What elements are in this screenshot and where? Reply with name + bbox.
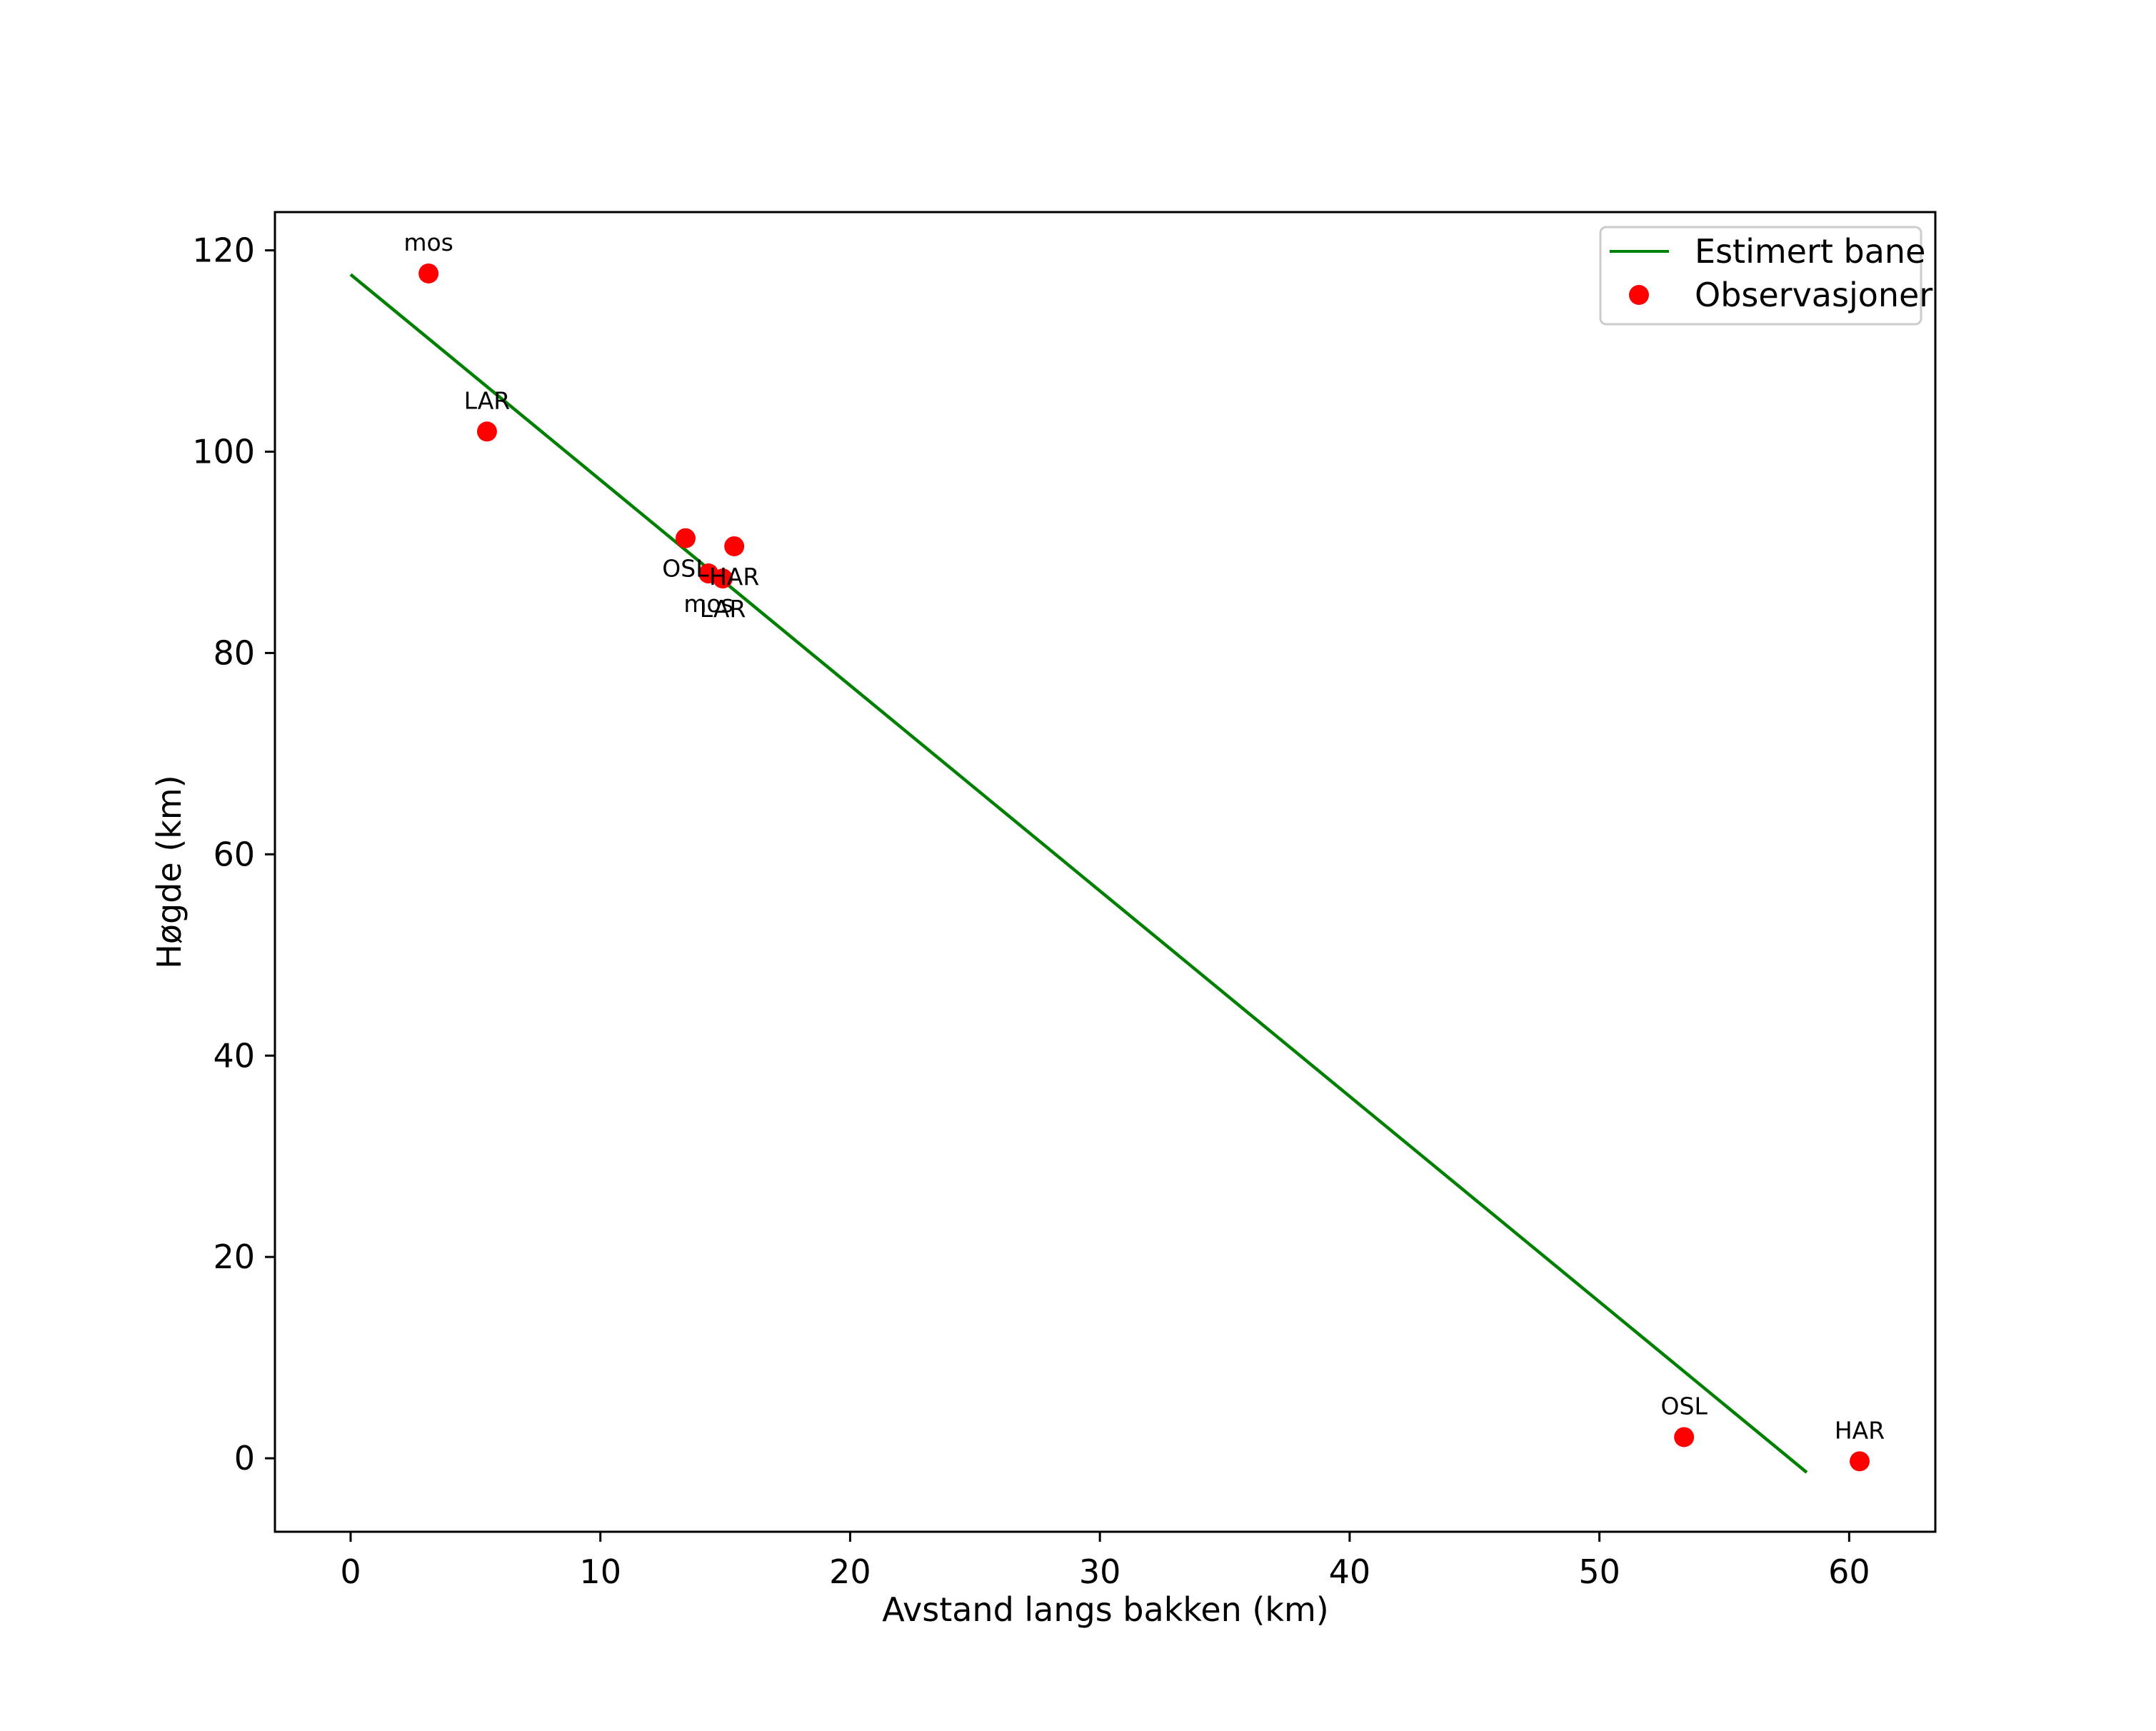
observation-point xyxy=(1674,1427,1695,1447)
observation-point xyxy=(476,421,497,442)
x-tick-label: 60 xyxy=(1828,1552,1870,1591)
observation-point-label: HAR xyxy=(709,563,759,591)
legend: Estimert bane Observasjoner xyxy=(1599,226,1932,326)
axes-frame xyxy=(274,211,1937,1533)
observation-point-label: HAR xyxy=(1835,1416,1885,1444)
observation-point-label: LAR xyxy=(464,386,511,414)
estimated-trajectory-line xyxy=(349,273,1808,1474)
legend-label-observations: Observasjoner xyxy=(1695,276,1932,314)
observation-point xyxy=(1850,1451,1870,1472)
observation-point-label: mos xyxy=(403,229,453,256)
x-tick-label: 0 xyxy=(340,1552,361,1591)
trajectory-polyline xyxy=(349,273,1808,1474)
observation-point xyxy=(713,568,733,589)
y-tick-label: 80 xyxy=(213,633,255,672)
observation-point xyxy=(724,536,745,556)
y-tick-label: 0 xyxy=(234,1439,255,1477)
observation-point-label: OSL xyxy=(662,555,709,583)
x-axis-label: Avstand langs bakken (km) xyxy=(882,1590,1329,1629)
y-tick-label: 120 xyxy=(192,231,255,270)
y-tick-label: 100 xyxy=(192,432,255,471)
observation-point-label: OSL xyxy=(1661,1392,1708,1420)
y-tick-label: 20 xyxy=(213,1238,255,1276)
y-tick-label: 40 xyxy=(213,1036,255,1075)
observation-point-label: mos xyxy=(683,590,733,618)
y-tick-label: 60 xyxy=(213,835,255,873)
y-axis-label: Høgde (km) xyxy=(150,775,189,968)
x-tick-label: 20 xyxy=(829,1552,871,1591)
observation-point xyxy=(418,263,439,284)
x-axis-ticks: 0 10 20 30 40 50 60 xyxy=(340,1532,1870,1591)
y-axis-ticks: 0 20 40 60 80 100 120 xyxy=(192,231,275,1477)
observation-points xyxy=(418,263,1870,1472)
legend-label-estimated: Estimert bane xyxy=(1695,232,1925,271)
x-tick-label: 50 xyxy=(1578,1552,1620,1591)
legend-box xyxy=(1599,226,1922,326)
observation-point-label: LAR xyxy=(700,595,746,623)
x-tick-label: 30 xyxy=(1079,1552,1121,1591)
legend-dot-swatch-icon xyxy=(1629,285,1649,305)
x-tick-label: 10 xyxy=(579,1552,621,1591)
observation-point xyxy=(675,528,696,548)
x-tick-label: 40 xyxy=(1329,1552,1371,1591)
